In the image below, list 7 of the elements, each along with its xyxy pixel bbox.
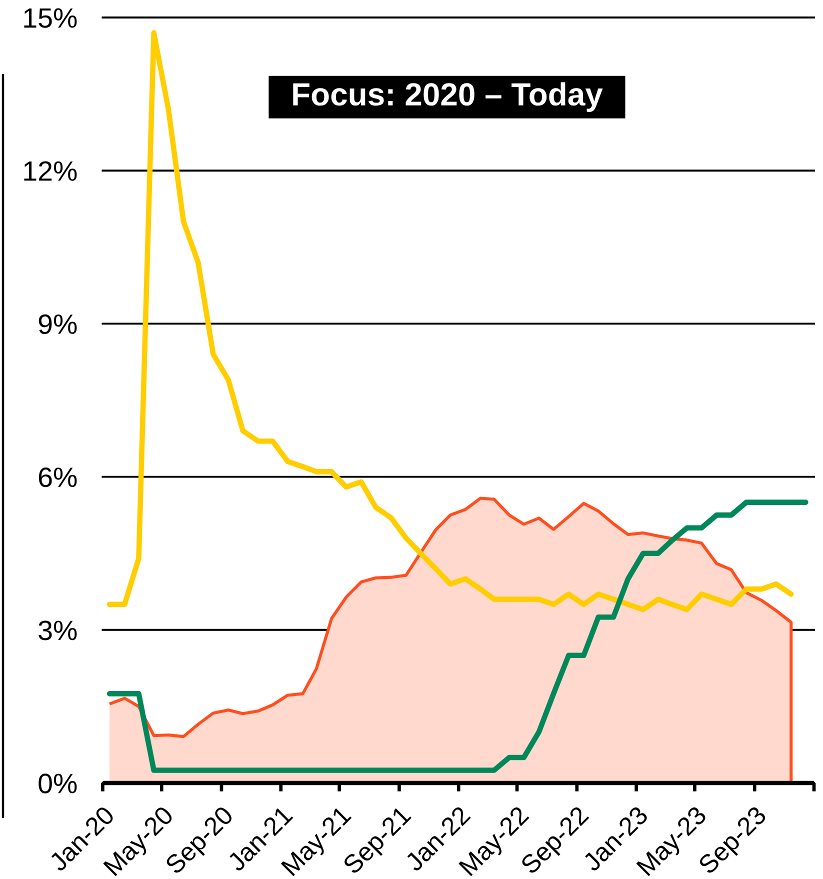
y-tick-label: 9% (38, 314, 77, 334)
y-tick-label: 12% (24, 161, 77, 181)
y-tick-label: 3% (38, 620, 77, 640)
text: Focus: 2020 – Today (293, 82, 603, 112)
y-tick-label: 15% (24, 8, 77, 28)
y-tick-label: 6% (38, 467, 77, 488)
y-tick-label: 0% (38, 774, 77, 794)
